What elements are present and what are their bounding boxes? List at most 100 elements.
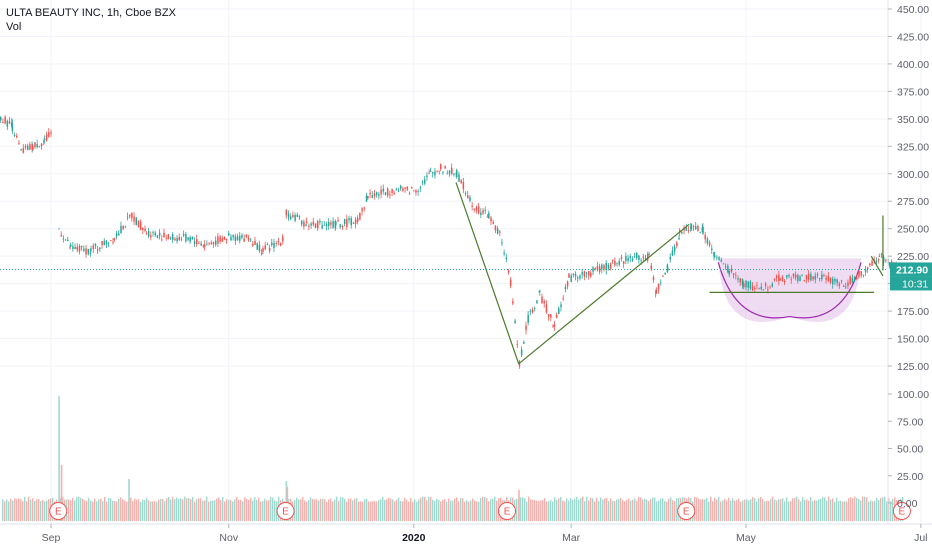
volume-bar bbox=[322, 498, 324, 521]
candle-body bbox=[380, 189, 382, 195]
candle-body bbox=[858, 270, 860, 277]
candle-body bbox=[296, 214, 299, 217]
volume-bar bbox=[8, 501, 10, 521]
candle-body bbox=[492, 221, 494, 224]
candle-body bbox=[176, 238, 178, 242]
volume-bar bbox=[40, 501, 42, 521]
volume-bar bbox=[522, 497, 524, 521]
candle-body bbox=[332, 221, 334, 228]
volume-bar bbox=[186, 498, 188, 521]
volume-bar bbox=[724, 498, 726, 521]
candle-body bbox=[310, 223, 312, 226]
volume-bar bbox=[190, 499, 192, 521]
volume-bar bbox=[2, 499, 4, 521]
earnings-marker[interactable] bbox=[892, 502, 911, 520]
volume-bar bbox=[90, 500, 92, 521]
candle-body bbox=[845, 286, 847, 288]
candle-body bbox=[80, 245, 83, 248]
current-price-badge[interactable] bbox=[890, 262, 932, 277]
candle-body bbox=[585, 272, 588, 274]
volume-bar bbox=[856, 497, 858, 521]
volume-bar bbox=[610, 498, 612, 521]
candle-body bbox=[560, 304, 562, 308]
candle-body bbox=[687, 230, 690, 232]
candle-body bbox=[43, 140, 45, 142]
candle-body bbox=[536, 300, 538, 304]
volume-bar bbox=[466, 500, 468, 521]
candle-body bbox=[408, 193, 411, 195]
earnings-marker[interactable] bbox=[677, 502, 696, 520]
price-axis[interactable]: 450.00 425.00 400.00 375.00 350.00 325.00 300.… bbox=[887, 0, 932, 524]
candle-body bbox=[775, 275, 778, 278]
candle-body bbox=[83, 248, 85, 252]
earnings-marker[interactable] bbox=[49, 502, 68, 520]
volume-bar bbox=[538, 501, 540, 521]
candle-body bbox=[539, 290, 541, 292]
volume-bar bbox=[632, 499, 634, 521]
candle-body bbox=[169, 237, 172, 239]
volume-bar bbox=[442, 499, 444, 521]
candle-body bbox=[706, 238, 709, 244]
time-tick-label: Mar bbox=[562, 532, 581, 544]
volume-bar bbox=[770, 499, 772, 521]
volume-bar bbox=[846, 501, 848, 521]
volume-bar bbox=[454, 498, 456, 521]
candle-body bbox=[279, 243, 282, 246]
volume-bar bbox=[232, 501, 234, 521]
candle-body bbox=[592, 267, 594, 272]
candle-body bbox=[178, 237, 181, 241]
volume-bar bbox=[634, 498, 636, 521]
symbol-title[interactable]: ULTA BEAUTY INC, 1h, Cboe BZX bbox=[6, 7, 176, 19]
volume-bar bbox=[134, 498, 136, 521]
candle-body bbox=[256, 243, 258, 250]
volume-bar bbox=[532, 499, 534, 521]
volume-bar bbox=[638, 496, 640, 521]
candle-body bbox=[191, 236, 194, 240]
candle-body bbox=[308, 225, 310, 227]
volume-bar bbox=[380, 499, 382, 521]
volume-bar bbox=[742, 500, 744, 521]
volume-tick-label: 0.00 bbox=[897, 498, 918, 510]
volume-bar bbox=[772, 496, 774, 521]
volume-bar bbox=[166, 498, 168, 521]
volume-bar bbox=[828, 496, 830, 521]
candle-body bbox=[126, 216, 129, 218]
candle-body bbox=[354, 219, 357, 224]
candle-body bbox=[32, 145, 34, 151]
volume-bar bbox=[568, 500, 570, 521]
candle-body bbox=[356, 218, 359, 222]
volume-bar bbox=[346, 501, 348, 521]
volume-bar bbox=[152, 501, 154, 521]
earnings-marker[interactable] bbox=[498, 502, 517, 520]
volume-bar bbox=[624, 501, 626, 521]
volume-bar bbox=[758, 498, 760, 521]
volume-bar bbox=[334, 499, 336, 521]
time-axis[interactable]: SepNov2020MarMayJulSepNov bbox=[0, 523, 932, 544]
volume-bar bbox=[248, 500, 250, 521]
candle-body bbox=[588, 271, 590, 276]
volume-label[interactable]: Vol bbox=[6, 21, 22, 33]
volume-bar bbox=[620, 497, 622, 521]
candle-body bbox=[877, 258, 880, 260]
volume-bar bbox=[834, 501, 836, 521]
candle-body bbox=[747, 281, 749, 288]
volume-bar bbox=[296, 497, 298, 521]
volume-bar bbox=[80, 497, 82, 521]
candle-body bbox=[40, 143, 43, 147]
candle-body bbox=[421, 182, 424, 183]
volume-bar bbox=[458, 501, 460, 521]
volume-bar bbox=[762, 499, 764, 521]
volume-bar bbox=[524, 498, 526, 521]
candle-body bbox=[484, 209, 487, 211]
candle-body bbox=[89, 252, 92, 254]
volume-bar bbox=[880, 497, 882, 521]
volume-bar bbox=[42, 499, 44, 521]
earnings-marker[interactable] bbox=[276, 502, 295, 520]
volume-bar bbox=[156, 501, 158, 521]
candle-body bbox=[438, 170, 441, 172]
volume-bar bbox=[874, 500, 876, 521]
candle-body bbox=[486, 216, 489, 218]
candle-body bbox=[156, 235, 159, 239]
